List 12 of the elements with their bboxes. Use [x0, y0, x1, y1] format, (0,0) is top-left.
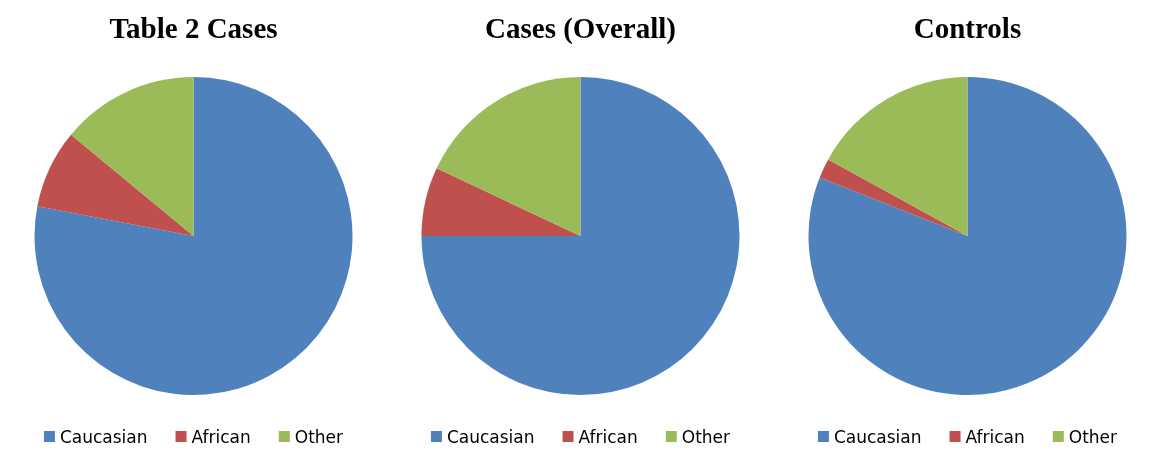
legend-label: Other [681, 426, 731, 447]
legend-label: African [965, 426, 1025, 447]
legend-label: Caucasian [446, 426, 535, 447]
chart-title: Controls [913, 11, 1022, 44]
chart-title: Cases (Overall) [485, 11, 676, 45]
legend-label: Other [1068, 426, 1118, 447]
legend-label: Caucasian [59, 426, 148, 447]
legend-label: Caucasian [833, 426, 922, 447]
legend-label: African [191, 426, 251, 447]
legend-label: Other [294, 426, 344, 447]
legend-label: African [578, 426, 638, 447]
chart-title: Table 2 Cases [109, 11, 278, 44]
